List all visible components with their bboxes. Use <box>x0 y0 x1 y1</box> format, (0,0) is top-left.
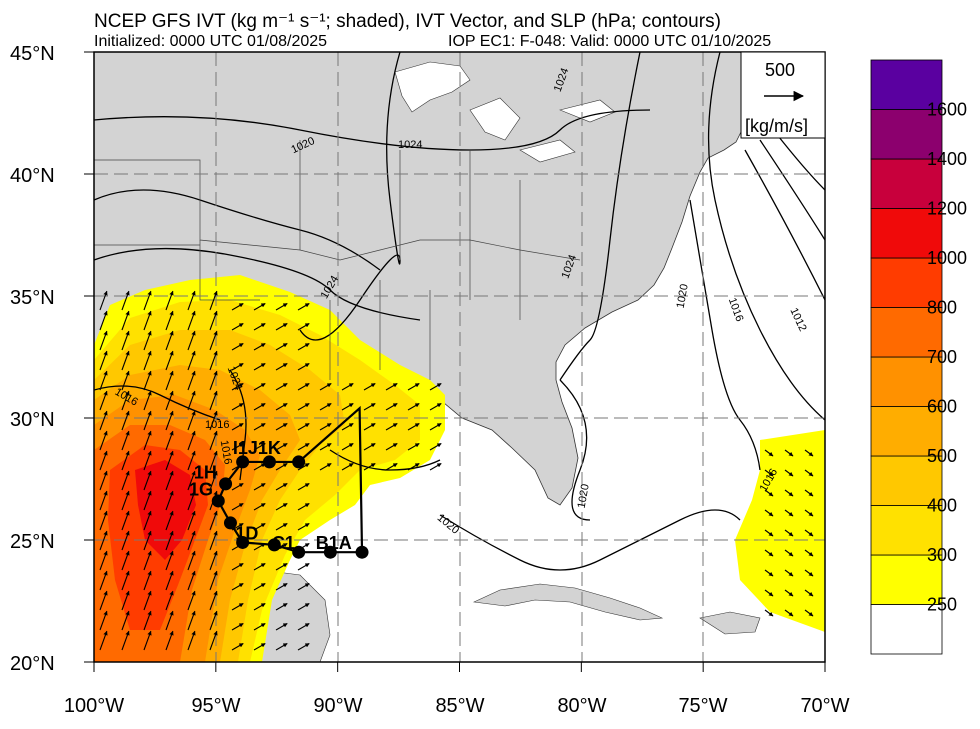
land-hispaniola <box>699 611 761 635</box>
latitude-axis: 45°N 40°N 35°N 30°N 25°N 20°N <box>10 43 55 675</box>
colorbar-label: 800 <box>927 298 957 318</box>
colorbar-swatch <box>870 208 943 259</box>
flight-point-c <box>292 545 306 559</box>
colorbar-label: 1400 <box>927 149 967 169</box>
lon-label: 75°W <box>678 695 727 717</box>
colorbar-swatch <box>870 307 943 358</box>
axis-ticks <box>84 51 826 672</box>
lon-label: 95°W <box>191 695 240 717</box>
contour-label: 1016 <box>218 439 234 465</box>
lat-label: 20°N <box>10 653 55 675</box>
map-title: NCEP GFS IVT (kg m⁻¹ s⁻¹; shaded), IVT V… <box>94 11 721 32</box>
colorbar-label: 700 <box>927 347 957 367</box>
reference-vector-box: 500 [kg/m/s] <box>740 51 826 139</box>
contour-label: 1020 <box>675 283 691 309</box>
colorbar-swatch <box>870 604 943 655</box>
land-cuba <box>472 583 664 621</box>
lat-label: 35°N <box>10 287 55 309</box>
longitude-axis: 100°W 95°W 90°W 85°W 80°W 75°W 70°W <box>64 695 850 717</box>
flight-point-label: I1J1K <box>233 438 281 458</box>
lat-label: 30°N <box>10 409 55 431</box>
contour-label: 1024 <box>398 139 422 151</box>
flight-point-k <box>292 455 306 469</box>
flight-point-g <box>211 494 225 508</box>
colorbar-swatch <box>870 356 943 407</box>
graticule <box>94 52 825 662</box>
flight-point-f <box>223 516 237 530</box>
colorbar-label: 500 <box>927 446 957 466</box>
flight-point-i <box>236 455 250 469</box>
flight-point-label: 1D <box>235 523 258 543</box>
slp-contours <box>94 52 825 571</box>
lat-label: 25°N <box>10 531 55 553</box>
political-borders <box>94 140 581 380</box>
colorbar-label: 1000 <box>927 248 967 268</box>
reference-vector-units: [kg/m/s] <box>745 116 808 136</box>
lat-label: 45°N <box>10 43 55 65</box>
colorbar-label: 600 <box>927 397 957 417</box>
init-time-label: Initialized: 0000 UTC 01/08/2025 <box>94 33 328 50</box>
lon-label: 80°W <box>557 695 606 717</box>
flight-point-j <box>262 455 276 469</box>
colorbar-swatch <box>870 257 943 308</box>
colorbar-swatch <box>870 554 943 605</box>
flight-point-label: 1G <box>189 480 213 500</box>
lon-label: 90°W <box>313 695 362 717</box>
reference-vector-value: 500 <box>765 60 795 80</box>
flight-point-label: C1 <box>272 533 295 553</box>
great-lakes <box>394 61 616 163</box>
contour-label: 1016 <box>205 419 229 431</box>
colorbar-label: 1200 <box>927 199 967 219</box>
valid-time-label: IOP EC1: F-048: Valid: 0000 UTC 01/10/20… <box>448 33 772 50</box>
flight-point-b <box>323 545 337 559</box>
lon-label: 100°W <box>64 695 124 717</box>
ivt-vectors <box>99 290 814 651</box>
flight-point-e <box>236 535 250 549</box>
colorbar-label: 300 <box>927 545 957 565</box>
colorbar-label: 400 <box>927 496 957 516</box>
colorbar-swatch <box>870 109 943 160</box>
flight-point-label: 1H <box>194 462 217 482</box>
flight-point-h <box>219 477 233 491</box>
flight-point-d <box>267 538 281 552</box>
flight-point-a <box>355 545 369 559</box>
lon-label: 70°W <box>800 695 849 717</box>
lat-label: 40°N <box>10 165 55 187</box>
colorbar-label: 1600 <box>927 100 967 120</box>
colorbar-label: 250 <box>927 595 957 615</box>
colorbar-swatch <box>870 59 943 110</box>
contour-label: 1020 <box>576 483 592 509</box>
flight-point-label: B1A <box>316 533 352 553</box>
colorbar-swatch <box>870 158 943 209</box>
ivt-colorbar: 250 300 400 500 600 700 800 1000 1200 1400 1600 <box>870 59 967 655</box>
lon-label: 85°W <box>435 695 484 717</box>
colorbar-swatch <box>870 505 943 556</box>
